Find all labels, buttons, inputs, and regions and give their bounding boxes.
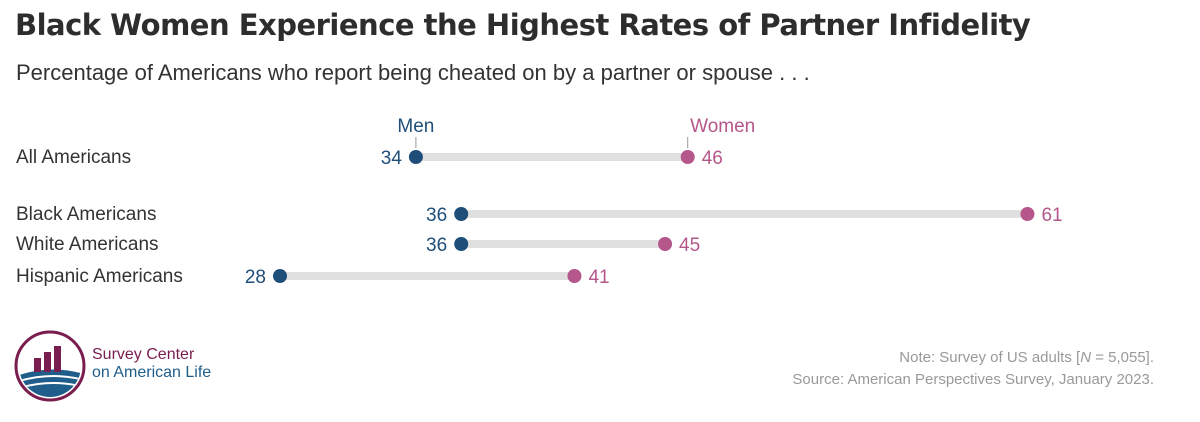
men-value-label-black-americans: 36: [426, 205, 447, 226]
note-line1-suffix: = 5,055].: [1091, 349, 1154, 366]
women-value-label-white-americans: 45: [679, 235, 700, 256]
women-dot-white-americans: [658, 237, 673, 251]
women-dot-black-americans: [1020, 207, 1035, 221]
dumbbell-chart: All Americans 34 46 Black Americans 36 61 Whit…: [16, 116, 1063, 288]
category-label-hispanic-americans: Hispanic Americans: [16, 266, 183, 287]
legend-men-label: Men: [397, 116, 434, 137]
men-dot-black-americans: [454, 207, 469, 221]
survey-center-logo-icon: [14, 330, 86, 402]
note-line1-n: N: [1080, 349, 1092, 366]
women-dot-all-americans: [680, 150, 695, 164]
category-label-black-americans: Black Americans: [16, 204, 156, 225]
men-value-label-white-americans: 36: [426, 235, 447, 256]
men-value-label-all-americans: 34: [381, 148, 403, 169]
men-value-label-hispanic-americans: 28: [245, 267, 266, 288]
chart-note: Note: Survey of US adults [N = 5,055]. S…: [792, 347, 1154, 391]
note-line1: Note: Survey of US adults [N = 5,055].: [792, 347, 1154, 369]
logo-text: Survey Center on American Life: [92, 346, 211, 382]
women-dot-hispanic-americans: [567, 269, 582, 283]
women-value-label-hispanic-americans: 41: [588, 267, 609, 288]
note-line2: Source: American Perspectives Survey, Ja…: [792, 371, 1154, 388]
category-label-all-americans: All Americans: [16, 147, 131, 168]
legend-women-label: Women: [690, 116, 755, 137]
men-dot-all-americans: [408, 150, 423, 164]
category-label-white-americans: White Americans: [16, 234, 159, 255]
note-line1-prefix: Note: Survey of US adults [: [899, 349, 1081, 366]
women-value-label-all-americans: 46: [702, 148, 723, 169]
women-value-label-black-americans: 61: [1041, 205, 1062, 226]
logo-line1: Survey Center: [92, 346, 195, 363]
logo-line2: on American Life: [92, 364, 212, 381]
chart-subtitle: Percentage of Americans who report being…: [16, 60, 810, 85]
men-dot-white-americans: [454, 237, 469, 251]
men-dot-hispanic-americans: [273, 269, 287, 283]
chart-title: Black Women Experience the Highest Rates…: [15, 8, 1031, 42]
